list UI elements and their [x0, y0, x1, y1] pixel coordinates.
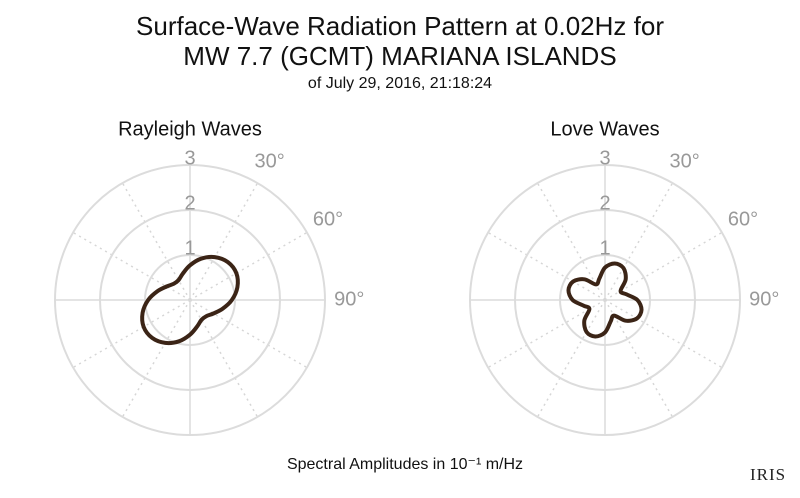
theta-tick-label: 30° [255, 150, 285, 172]
r-tick-label: 3 [599, 147, 610, 169]
theta-tick-label: 30° [670, 150, 700, 172]
theta-grid-line [487, 231, 606, 301]
r-grid-circle [99, 209, 281, 391]
theta-grid-line [189, 231, 308, 301]
r-grid-circle [559, 254, 651, 346]
title-line: Surface-Wave Radiation Pattern at 0.02Hz… [136, 11, 664, 41]
radiation-pattern [140, 254, 240, 346]
theta-grid-line [487, 299, 606, 369]
theta-grid-line [189, 299, 259, 418]
theta-grid-line [604, 182, 674, 301]
subtitle: of July 29, 2016, 21:18:24 [308, 75, 492, 92]
theta-grid-line [536, 299, 606, 418]
theta-grid-line [604, 299, 723, 369]
r-grid-circle [54, 164, 326, 436]
theta-grid-line [604, 231, 723, 301]
theta-grid-line [72, 299, 191, 369]
theta-tick-label: 60° [728, 209, 758, 231]
r-grid-circle [469, 164, 741, 436]
theta-grid-line [189, 182, 259, 301]
theta-grid-line [121, 182, 191, 301]
r-grid-circle [514, 209, 696, 391]
theta-grid-line [604, 299, 674, 418]
r-tick-label: 2 [184, 192, 195, 214]
radiation-pattern [566, 261, 644, 339]
theta-grid-line [121, 299, 191, 418]
panel-title: Love Waves [550, 118, 659, 140]
title-line: MW 7.7 (GCMT) MARIANA ISLANDS [183, 41, 616, 71]
theta-tick-label: 90° [334, 288, 364, 310]
theta-tick-label: 90° [749, 288, 779, 310]
r-tick-label: 1 [599, 237, 610, 259]
theta-tick-label: 60° [313, 209, 343, 231]
r-tick-label: 2 [599, 192, 610, 214]
theta-grid-line [189, 299, 308, 369]
panel-title: Rayleigh Waves [118, 118, 262, 140]
theta-grid-line [536, 182, 606, 301]
theta-grid-line [72, 231, 191, 301]
r-tick-label: 1 [184, 237, 195, 259]
caption: Spectral Amplitudes in 10⁻¹ m/Hz [287, 456, 523, 473]
r-grid-circle [144, 254, 236, 346]
logo: IRIS [750, 465, 786, 484]
r-tick-label: 3 [184, 147, 195, 169]
